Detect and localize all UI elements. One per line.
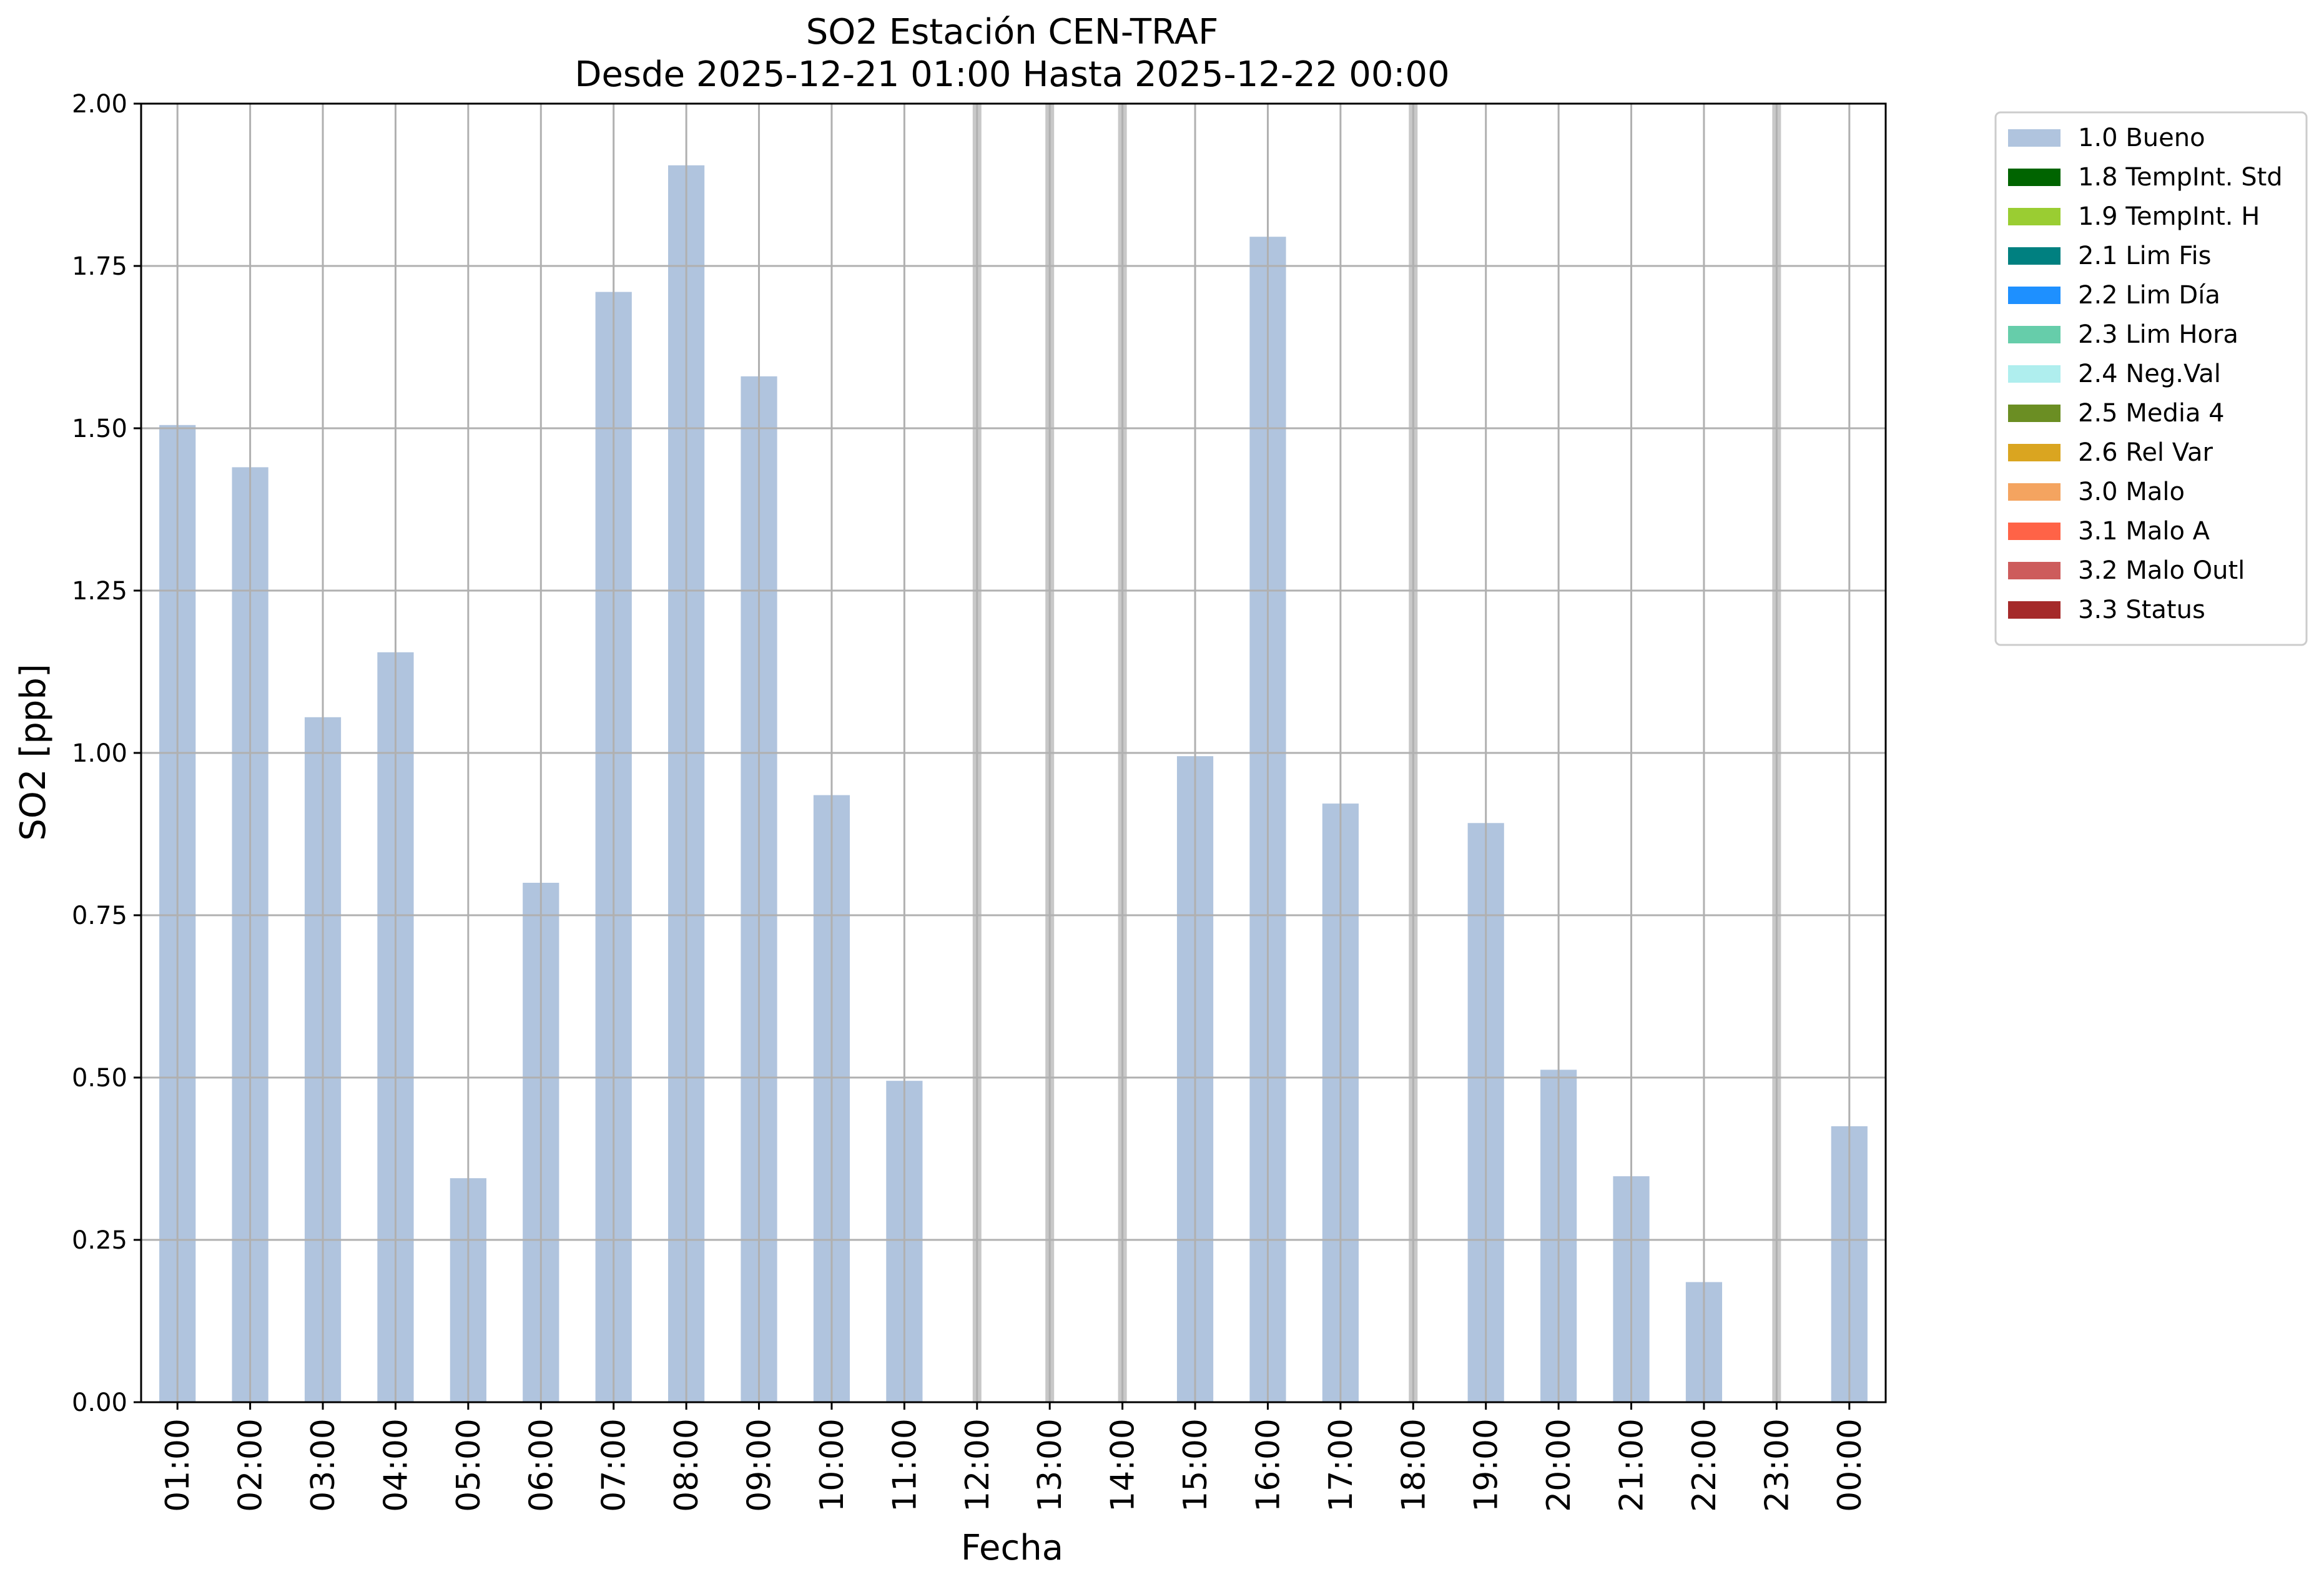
legend: 1.0 Bueno 1.8 TempInt. Std 1.9 TempInt. H 2… bbox=[1994, 111, 2308, 646]
legend-label: 3.1 Malo A bbox=[2078, 517, 2210, 546]
legend-swatch bbox=[2008, 601, 2061, 619]
legend-label: 2.4 Neg.Val bbox=[2078, 360, 2221, 388]
legend-label: 2.2 Lim Día bbox=[2078, 281, 2220, 310]
legend-label: 2.5 Media 4 bbox=[2078, 399, 2225, 428]
y-tick-label: 0.25 bbox=[72, 1226, 127, 1255]
legend-label: 2.6 Rel Var bbox=[2078, 438, 2213, 467]
legend-swatch bbox=[2008, 405, 2061, 422]
y-tick-label: 1.75 bbox=[72, 252, 127, 281]
legend-swatch bbox=[2008, 562, 2061, 579]
y-axis-label: SO2 [ppb] bbox=[13, 664, 54, 840]
x-tick-label: 23:00 bbox=[1758, 1418, 1796, 1512]
x-tick-label: 06:00 bbox=[523, 1418, 560, 1512]
legend-label: 3.0 Malo bbox=[2078, 478, 2185, 506]
y-tick-label: 0.00 bbox=[72, 1388, 127, 1417]
legend-swatch bbox=[2008, 365, 2061, 383]
y-tick-label: 2.00 bbox=[72, 90, 127, 119]
x-tick-label: 21:00 bbox=[1613, 1418, 1651, 1512]
y-tick-label: 1.50 bbox=[72, 415, 127, 443]
x-tick-label: 00:00 bbox=[1831, 1418, 1869, 1512]
legend-swatch bbox=[2008, 287, 2061, 304]
chart-title: SO2 Estación CEN-TRAF bbox=[806, 12, 1219, 52]
x-tick-label: 19:00 bbox=[1468, 1418, 1505, 1512]
x-tick-label: 20:00 bbox=[1540, 1418, 1578, 1512]
legend-label: 1.8 TempInt. Std bbox=[2078, 163, 2283, 192]
x-tick-label: 11:00 bbox=[886, 1418, 923, 1512]
legend-label: 3.2 Malo Outl bbox=[2078, 556, 2245, 585]
x-axis-label: Fecha bbox=[961, 1528, 1063, 1568]
x-tick-label: 08:00 bbox=[668, 1418, 706, 1512]
x-tick-label: 17:00 bbox=[1322, 1418, 1360, 1512]
x-tick-label: 10:00 bbox=[814, 1418, 851, 1512]
legend-label: 2.1 Lim Fis bbox=[2078, 242, 2211, 270]
x-tick-label: 09:00 bbox=[741, 1418, 779, 1512]
legend-label: 1.0 Bueno bbox=[2078, 124, 2205, 152]
legend-swatch bbox=[2008, 523, 2061, 540]
legend-label: 1.9 TempInt. H bbox=[2078, 202, 2260, 231]
y-tick-label: 0.75 bbox=[72, 902, 127, 930]
legend-swatch bbox=[2008, 326, 2061, 343]
x-tick-label: 16:00 bbox=[1249, 1418, 1287, 1512]
x-tick-label: 03:00 bbox=[305, 1418, 342, 1512]
legend-swatch bbox=[2008, 169, 2061, 186]
y-tick-label: 0.50 bbox=[72, 1064, 127, 1093]
y-tick-label: 1.25 bbox=[72, 577, 127, 606]
legend-label: 3.3 Status bbox=[2078, 596, 2205, 624]
legend-swatch bbox=[2008, 208, 2061, 225]
legend-swatch bbox=[2008, 444, 2061, 461]
x-tick-label: 14:00 bbox=[1105, 1418, 1142, 1512]
x-tick-label: 05:00 bbox=[450, 1418, 488, 1512]
legend-swatch bbox=[2008, 247, 2061, 265]
x-tick-label: 04:00 bbox=[377, 1418, 415, 1512]
legend-swatch bbox=[2008, 483, 2061, 501]
x-tick-label: 22:00 bbox=[1686, 1418, 1723, 1512]
y-tick-label: 1.00 bbox=[72, 739, 127, 768]
legend-frame bbox=[1994, 111, 2308, 646]
x-tick-label: 07:00 bbox=[596, 1418, 633, 1512]
x-tick-label: 15:00 bbox=[1177, 1418, 1214, 1512]
x-tick-label: 12:00 bbox=[959, 1418, 997, 1512]
x-tick-label: 01:00 bbox=[159, 1418, 197, 1512]
legend-label: 2.3 Lim Hora bbox=[2078, 320, 2238, 349]
x-tick-label: 02:00 bbox=[232, 1418, 270, 1512]
x-tick-label: 13:00 bbox=[1032, 1418, 1069, 1512]
legend-swatch bbox=[2008, 129, 2061, 147]
x-tick-label: 18:00 bbox=[1395, 1418, 1432, 1512]
chart-subtitle: Desde 2025-12-21 01:00 Hasta 2025-12-22 … bbox=[574, 54, 1449, 95]
